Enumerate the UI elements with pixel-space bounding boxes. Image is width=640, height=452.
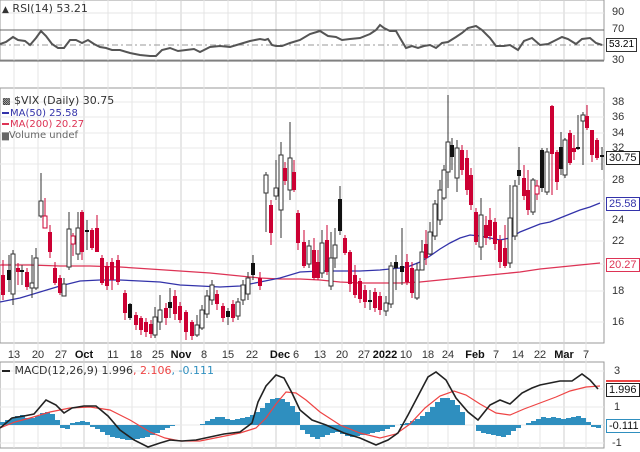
- x-label-month: Nov: [170, 349, 192, 361]
- last-price-tag: 30.75: [606, 151, 640, 165]
- x-label: 8: [200, 349, 208, 361]
- price-tick-34: 34: [612, 127, 625, 139]
- ma50-value-tag: 25.58: [606, 197, 640, 211]
- price-tick-22: 22: [612, 235, 625, 247]
- signal-value-marker: [606, 380, 640, 382]
- price-tick-18: 18: [612, 285, 625, 297]
- ma200-line: [0, 262, 601, 284]
- candlestick-icon: ▩: [2, 97, 11, 107]
- macd-histogram: [0, 398, 601, 440]
- x-label: 7: [492, 349, 500, 361]
- rsi-tick-30: 30: [612, 54, 625, 66]
- rsi-tick-90: 90: [612, 6, 625, 18]
- macd-line: [0, 371, 599, 448]
- volume-legend: ▆Volume undef: [2, 130, 78, 141]
- macd-swatch: [2, 370, 10, 372]
- price-legend: ▩ $VIX (Daily) 30.75 MA(50) 25.58 MA(200…: [2, 95, 114, 142]
- macd-tick-neg1: -1: [612, 437, 622, 449]
- x-label: 24: [441, 349, 455, 361]
- rsi-line: [0, 23, 603, 57]
- x-label: 22: [533, 349, 547, 361]
- x-label: 27: [357, 349, 371, 361]
- candlesticks: [1, 95, 604, 340]
- rsi-tick-70: 70: [612, 23, 625, 35]
- x-label-year: 2022: [372, 349, 398, 361]
- ma50-legend: MA(50) 25.58: [2, 108, 114, 119]
- histogram-value-tag: -0.111: [606, 419, 640, 433]
- x-label-month: Mar: [554, 349, 574, 361]
- rsi-chart-icon: ▲: [2, 5, 9, 15]
- rsi-value-tag: 53.21: [606, 38, 638, 52]
- x-label: 22: [245, 349, 259, 361]
- x-label: 18: [129, 349, 143, 361]
- x-label-month: Oct: [74, 349, 94, 361]
- price-tick-24: 24: [612, 214, 625, 226]
- x-label: 15: [221, 349, 235, 361]
- price-tick-36: 36: [612, 111, 625, 123]
- price-tick-28: 28: [612, 174, 625, 186]
- x-label: 14: [511, 349, 525, 361]
- macd-tick-3: 3: [614, 365, 621, 377]
- price-tick-16: 16: [612, 316, 625, 328]
- volume-bars-icon: ▆: [2, 131, 9, 141]
- macd-tick-1: 1: [614, 401, 621, 413]
- x-label-month: Feb: [465, 349, 485, 361]
- rsi-legend: ▲ RSI(14) 53.21: [2, 2, 88, 15]
- price-legend-title: ▩ $VIX (Daily) 30.75: [2, 94, 115, 107]
- x-label: 11: [107, 349, 119, 361]
- x-label: 13: [7, 349, 21, 361]
- macd-legend: MACD(12,26,9) 1.996, 2.106, -0.111: [2, 364, 214, 377]
- x-label: 27: [54, 349, 68, 361]
- x-label: 10: [399, 349, 413, 361]
- x-label: 7: [582, 349, 590, 361]
- rsi-grid: [0, 12, 604, 62]
- x-label: 20: [31, 349, 45, 361]
- x-label-month: Dec: [269, 349, 291, 361]
- x-label: 25: [151, 349, 165, 361]
- ma200-legend: MA(200) 20.27: [2, 119, 114, 130]
- macd-value-tag: 1.996: [606, 383, 640, 397]
- ma50-swatch: [2, 112, 9, 114]
- ma200-swatch: [2, 123, 9, 125]
- x-label: 13: [313, 349, 327, 361]
- x-label: 18: [421, 349, 435, 361]
- x-label: 20: [335, 349, 349, 361]
- price-tick-38: 38: [612, 96, 625, 108]
- x-label: 6: [292, 349, 300, 361]
- ma200-value-tag: 20.27: [606, 258, 640, 272]
- macd-signal-line: [0, 385, 601, 442]
